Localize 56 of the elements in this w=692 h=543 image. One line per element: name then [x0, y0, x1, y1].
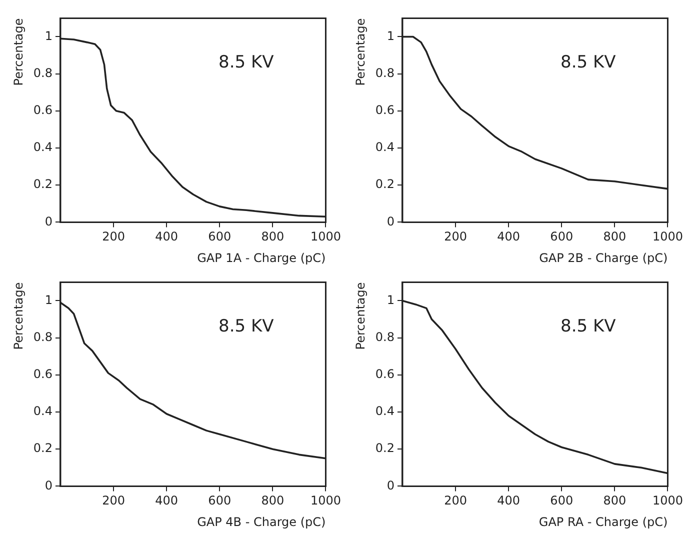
y-axis-title: Percentage	[353, 18, 368, 86]
y-tick-label: 0	[44, 214, 52, 228]
x-tick-label: 800	[603, 230, 626, 244]
x-tick-label: 1000	[310, 230, 342, 244]
y-tick-label: 1	[386, 292, 394, 307]
y-tick-label: 0.6	[33, 103, 52, 118]
y-tick-label: 0	[386, 478, 394, 492]
x-tick-label: 200	[444, 494, 467, 508]
x-axis-title: GAP 2B - Charge (pC)	[539, 250, 668, 265]
x-tick-label: 600	[550, 494, 574, 508]
y-tick-label: 0.4	[33, 404, 52, 418]
x-axis-title: GAP 4B - Charge (pC)	[197, 514, 326, 529]
x-tick-label: 1000	[652, 230, 684, 244]
y-axis-title: Percentage	[11, 282, 26, 350]
y-tick-label: 1	[386, 28, 394, 43]
x-tick-label: 600	[208, 230, 232, 244]
x-tick-label: 600	[208, 494, 232, 508]
y-tick-label: 0.8	[375, 330, 394, 344]
x-tick-label: 1000	[652, 494, 684, 508]
y-tick-label: 0.6	[375, 367, 394, 382]
x-tick-label: 400	[497, 230, 520, 244]
x-axis-title: GAP RA - Charge (pC)	[538, 514, 668, 529]
y-tick-label: 0.2	[375, 441, 394, 456]
x-tick-label: 400	[155, 230, 178, 244]
y-tick-label: 0	[386, 214, 394, 228]
y-tick-label: 0.2	[375, 177, 394, 192]
annotation: 8.5 KV	[218, 316, 274, 336]
y-tick-label: 1	[44, 292, 52, 307]
x-tick-label: 800	[261, 494, 284, 508]
y-axis-title: Percentage	[353, 282, 368, 350]
x-tick-label: 200	[102, 230, 125, 244]
x-tick-label: 800	[603, 494, 626, 508]
x-tick-label: 400	[497, 494, 520, 508]
x-tick-label: 200	[102, 494, 125, 508]
y-tick-label: 0	[44, 478, 52, 492]
y-tick-label: 0.2	[33, 441, 52, 456]
y-tick-label: 0.8	[33, 330, 52, 344]
y-tick-label: 0.4	[375, 140, 394, 154]
y-tick-label: 0.8	[33, 66, 52, 80]
x-tick-label: 600	[550, 230, 574, 244]
annotation: 8.5 KV	[560, 52, 616, 72]
y-axis-title: Percentage	[11, 18, 26, 86]
annotation: 8.5 KV	[218, 52, 274, 72]
annotation: 8.5 KV	[560, 316, 616, 336]
x-tick-label: 1000	[310, 494, 342, 508]
y-tick-label: 0.2	[33, 177, 52, 192]
x-tick-label: 800	[261, 230, 284, 244]
y-tick-label: 1	[44, 28, 52, 43]
y-tick-label: 0.6	[33, 367, 52, 382]
y-tick-label: 0.8	[375, 66, 394, 80]
y-tick-label: 0.6	[375, 103, 394, 118]
x-tick-label: 400	[155, 494, 178, 508]
x-tick-label: 200	[444, 230, 467, 244]
y-tick-label: 0.4	[33, 140, 52, 154]
x-axis-title: GAP 1A - Charge (pC)	[197, 250, 326, 265]
y-tick-label: 0.4	[375, 404, 394, 418]
